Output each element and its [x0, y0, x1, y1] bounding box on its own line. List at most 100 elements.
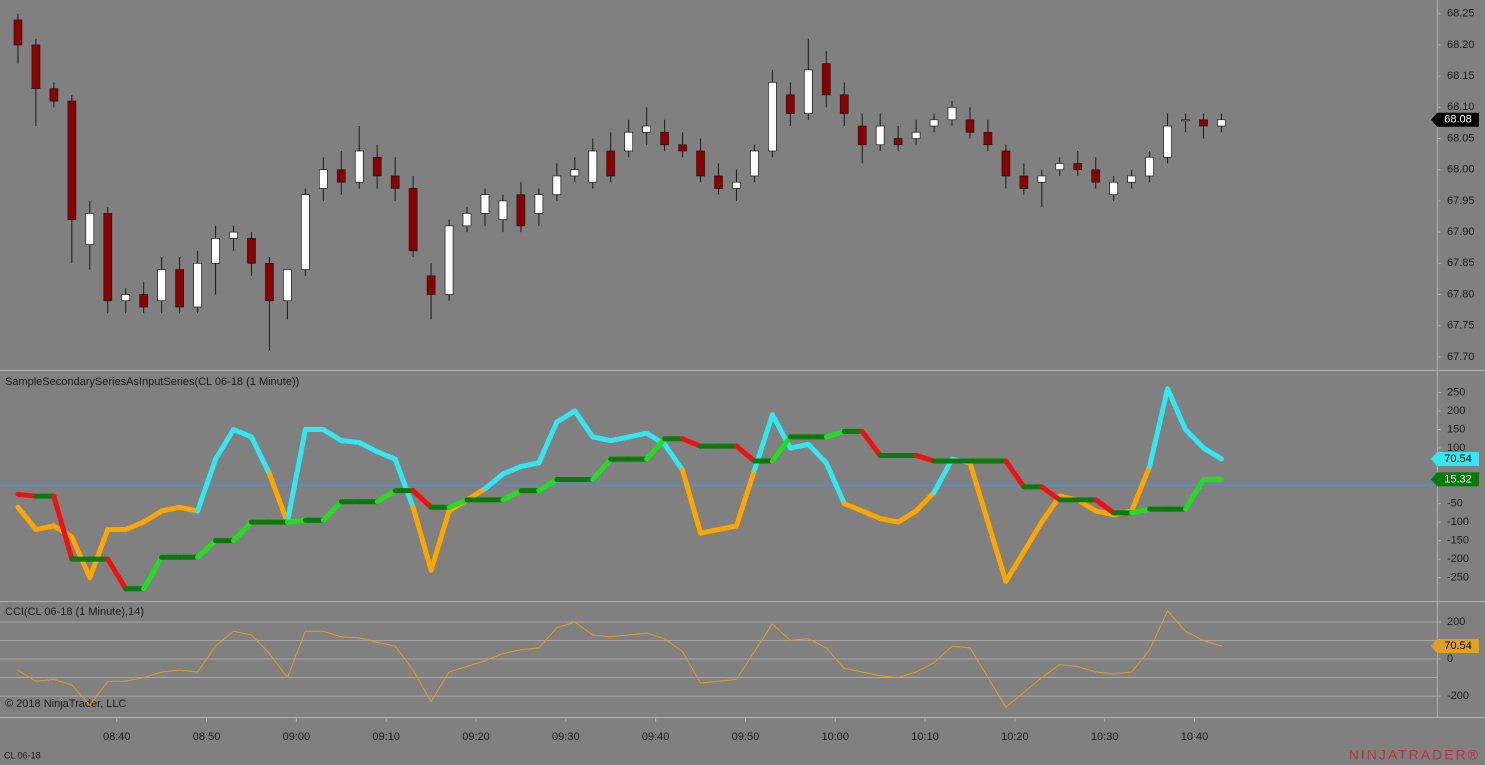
indicator-segment [195, 456, 219, 514]
indicator-segment [1183, 477, 1206, 512]
indicator-segment [823, 428, 847, 440]
candle-body [821, 63, 831, 96]
indicator-segment [320, 499, 344, 523]
indicator-segment [374, 488, 398, 505]
indicator-segment [518, 460, 542, 470]
panel-title: SampleSecondarySeriesAsInputSeries(CL 06… [5, 376, 299, 388]
y-tick-label: -150 [1447, 535, 1469, 547]
candle-body [229, 231, 238, 239]
indicator-segment [933, 645, 953, 664]
candle-body [139, 294, 149, 308]
last-value-label: 15.32 [1444, 473, 1472, 485]
y-tick-label: 67.70 [1447, 351, 1475, 363]
x-tick-label: 09:40 [642, 731, 670, 743]
indicator-segment [718, 678, 737, 682]
panel-title: CCI(CL 06-18 (1 Minute),14) [5, 606, 144, 618]
candle-body [875, 125, 885, 146]
indicator-segment [1041, 664, 1061, 679]
candle-body [13, 19, 23, 46]
candle-body [354, 150, 364, 183]
last-value-box [1431, 472, 1479, 487]
candle-body [175, 269, 184, 308]
candle-body [1019, 175, 1029, 189]
indicator-segment [644, 436, 668, 462]
indicator-segment [500, 488, 524, 503]
y-tick-label: 67.75 [1447, 320, 1475, 332]
indicator-segment [1039, 484, 1063, 503]
indicator-segment [951, 645, 971, 649]
indicator-segment [1077, 665, 1097, 673]
indicator-segment [71, 684, 91, 706]
candle-body [785, 94, 795, 114]
indicator-segment [322, 630, 342, 638]
indicator-segment [1183, 427, 1206, 451]
y-tick-label: 68.15 [1447, 70, 1475, 82]
candle-body [1217, 119, 1226, 127]
indicator-segment [1165, 386, 1189, 433]
indicator-segment [769, 434, 793, 464]
candle-body [103, 213, 113, 302]
candle-body [157, 269, 167, 302]
candle-body [1127, 175, 1136, 183]
indicator-segment [733, 443, 757, 464]
candle-body [1037, 175, 1047, 183]
candle-body [265, 262, 274, 302]
indicator-segment [680, 467, 704, 536]
candle-body [696, 150, 705, 177]
indicator-segment [1095, 671, 1115, 675]
candle-body [408, 188, 418, 252]
indicator-segment [1147, 386, 1171, 470]
indicator-segment [266, 471, 290, 525]
candle-body [31, 44, 41, 89]
candle-body [1001, 150, 1011, 177]
y-tick-label: -50 [1447, 497, 1463, 509]
indicator-segment [1131, 649, 1151, 673]
y-tick-label: 68.25 [1447, 8, 1475, 20]
candle-body [480, 194, 490, 214]
indicator-segment [141, 554, 165, 592]
candle-body [965, 119, 975, 133]
indicator-segment [1021, 519, 1045, 555]
indicator-segment [733, 467, 757, 529]
indicator-segment [197, 645, 217, 673]
indicator-segment [536, 477, 560, 494]
indicator-segment [1003, 549, 1027, 584]
indicator-segment [877, 515, 901, 525]
candle-body [1109, 181, 1119, 196]
candle-body [426, 275, 436, 295]
indicator-segment [286, 630, 306, 679]
candle-body [929, 119, 939, 127]
y-tick-label: -250 [1447, 572, 1469, 584]
y-tick-label: 68.20 [1447, 39, 1475, 51]
candle-body [750, 150, 759, 177]
indicator-segment [213, 427, 237, 462]
indicator-segment [231, 427, 254, 440]
candle-body [85, 213, 95, 245]
x-tick-label: 09:00 [283, 731, 311, 743]
indicator-segment [1185, 630, 1204, 642]
indicator-segment [807, 638, 827, 649]
candle-body [947, 106, 957, 121]
indicator-segment [89, 680, 109, 706]
indicator-segment [572, 408, 596, 440]
candle-body [1055, 163, 1065, 171]
candle-body [444, 225, 454, 295]
indicator-segment [716, 523, 739, 533]
candle-body [714, 175, 723, 189]
candle-body [732, 181, 741, 189]
indicator-segment [823, 460, 847, 507]
y-tick-label: 200 [1447, 616, 1465, 628]
y-tick-label: -200 [1447, 690, 1469, 702]
x-tick-label: 09:20 [462, 731, 490, 743]
candle-body [570, 169, 580, 177]
candle-body [1145, 156, 1154, 177]
indicator-segment [590, 434, 614, 444]
indicator-segment [913, 452, 937, 464]
indicator-segment [628, 632, 648, 636]
indicator-segment [105, 556, 129, 592]
candle-body [516, 194, 526, 227]
indicator-segment [428, 508, 452, 573]
candle-body [1163, 125, 1172, 158]
indicator-segment [626, 430, 650, 440]
